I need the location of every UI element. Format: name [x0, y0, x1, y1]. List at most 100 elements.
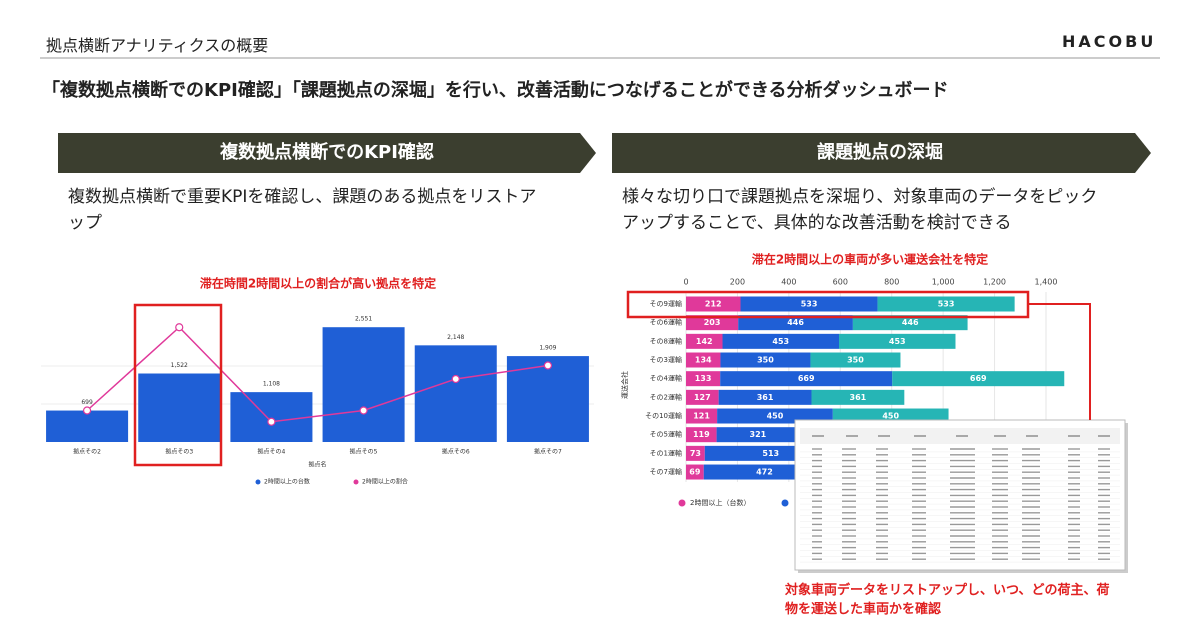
y-tick-label: その10運輸	[645, 411, 682, 420]
banner-text: 複数拠点横断でのKPI確認	[219, 141, 434, 163]
bar-segment	[718, 389, 812, 405]
x-tick-label: 拠点その5	[350, 448, 378, 456]
x-tick-label: 拠点その4	[258, 448, 286, 456]
bar	[46, 410, 129, 442]
value-label: 513	[762, 449, 779, 458]
legend-swatch	[781, 499, 789, 507]
value-label: 669	[970, 374, 987, 383]
x-tick-label: 1,400	[1035, 278, 1058, 287]
legend-label: 2時間以上（台数）	[690, 498, 750, 507]
bar-segment	[892, 371, 1065, 387]
x-tick-label: 600	[833, 278, 848, 287]
bar	[506, 356, 589, 442]
value-label: 1,522	[171, 362, 188, 369]
y-tick-label: その1運輸	[650, 448, 682, 457]
x-tick-label: 200	[730, 278, 745, 287]
y-tick-label: その9運輸	[650, 299, 682, 308]
value-label: 446	[902, 318, 919, 327]
bar-segment	[720, 352, 811, 368]
header-title: 拠点横断アナリティクスの概要	[46, 36, 269, 55]
y-tick-label: その8運輸	[650, 336, 682, 345]
bar-segment	[686, 333, 723, 349]
annotation: 滞在時間2時間以上の割合が高い拠点を特定	[200, 276, 436, 291]
line	[86, 326, 549, 423]
banner	[58, 133, 596, 173]
x-tick-label: 1,200	[983, 278, 1006, 287]
point	[359, 406, 368, 415]
value-label: 350	[757, 356, 774, 365]
bar-segment	[716, 427, 800, 443]
bar-segment	[686, 389, 719, 405]
point	[451, 374, 460, 384]
value-label: 699	[81, 399, 93, 406]
value-label: 203	[704, 318, 721, 327]
bar-segment	[722, 333, 839, 349]
y-axis-title: 運送会社	[620, 371, 629, 399]
value-label: 1,108	[263, 381, 280, 388]
legend-swatch	[678, 499, 686, 507]
description: 複数拠点横断で重要KPIを確認し、課題のある拠点をリストアップ	[68, 187, 537, 233]
x-tick-label: 拠点その3	[165, 448, 193, 456]
point	[82, 406, 92, 415]
value-label: 533	[938, 300, 955, 309]
overlay	[133, 290, 1091, 467]
x-tick-label: 0	[683, 278, 688, 287]
y-tick-label: その7運輸	[650, 467, 682, 476]
bar	[414, 345, 497, 442]
x-tick-label: 拠点その7	[534, 448, 562, 456]
value-label: 669	[798, 374, 815, 383]
bar-segment	[877, 296, 1015, 312]
value-label: 142	[696, 337, 713, 346]
value-label: 321	[750, 430, 767, 439]
bar-segment	[852, 315, 968, 331]
value-label: 453	[772, 337, 789, 346]
bar-segment	[738, 315, 853, 331]
highlight-box	[133, 303, 223, 467]
value-label: 127	[694, 393, 711, 402]
value-label: 453	[889, 337, 906, 346]
bar-segment	[686, 296, 741, 312]
connector	[1028, 303, 1091, 420]
value-label: 73	[690, 449, 701, 458]
x-tick-label: 400	[781, 278, 796, 287]
y-tick-label: その6運輸	[650, 318, 682, 327]
value-label: 2,148	[447, 334, 464, 341]
x-tick-label: 拠点その2	[73, 448, 101, 456]
y-tick-label: その5運輸	[650, 430, 682, 439]
value-label: 1,909	[539, 345, 556, 352]
note: 対象車両データをリストアップし、いつ、どの荷主、荷物を運送した車両かを確認	[785, 583, 1110, 617]
description: 様々な切り口で課題拠点を深堀り、対象車両のデータをピックアップすることで、具体的…	[622, 187, 1098, 233]
bar-segment	[686, 371, 721, 387]
logo: HACOBU	[1062, 32, 1157, 51]
value-label: 472	[756, 468, 773, 477]
bar	[138, 373, 221, 442]
x-tick-label: 1,000	[932, 278, 955, 287]
y-tick-label: その4運輸	[650, 374, 682, 383]
bar-segment	[686, 315, 739, 331]
point	[267, 417, 276, 426]
y-tick-label: その3運輸	[650, 355, 682, 364]
bar-segment	[686, 427, 717, 443]
value-label: 361	[850, 393, 867, 402]
y-tick-label: その2運輸	[650, 392, 682, 401]
value-label: 121	[693, 412, 710, 421]
legend-label: 2時間以上の台数	[264, 478, 310, 486]
value-label: 450	[882, 412, 899, 421]
value-label: 450	[767, 412, 784, 421]
headline: 「複数拠点横断でのKPI確認」「課題拠点の深堀」を行い、改善活動につなげることが…	[42, 80, 949, 101]
x-tick-label: 800	[884, 278, 899, 287]
bar-segment	[811, 389, 905, 405]
table-image	[794, 419, 1128, 573]
legend-swatch	[255, 479, 261, 485]
bar-segment	[686, 464, 704, 480]
value-label: 133	[695, 374, 712, 383]
bar-segment	[720, 371, 893, 387]
value-label: 361	[757, 393, 774, 402]
bar-segment	[810, 352, 901, 368]
bar-segment	[686, 352, 721, 368]
value-label: 446	[787, 318, 804, 327]
bar-segment	[839, 333, 956, 349]
x-axis-title: 拠点名	[308, 461, 326, 469]
